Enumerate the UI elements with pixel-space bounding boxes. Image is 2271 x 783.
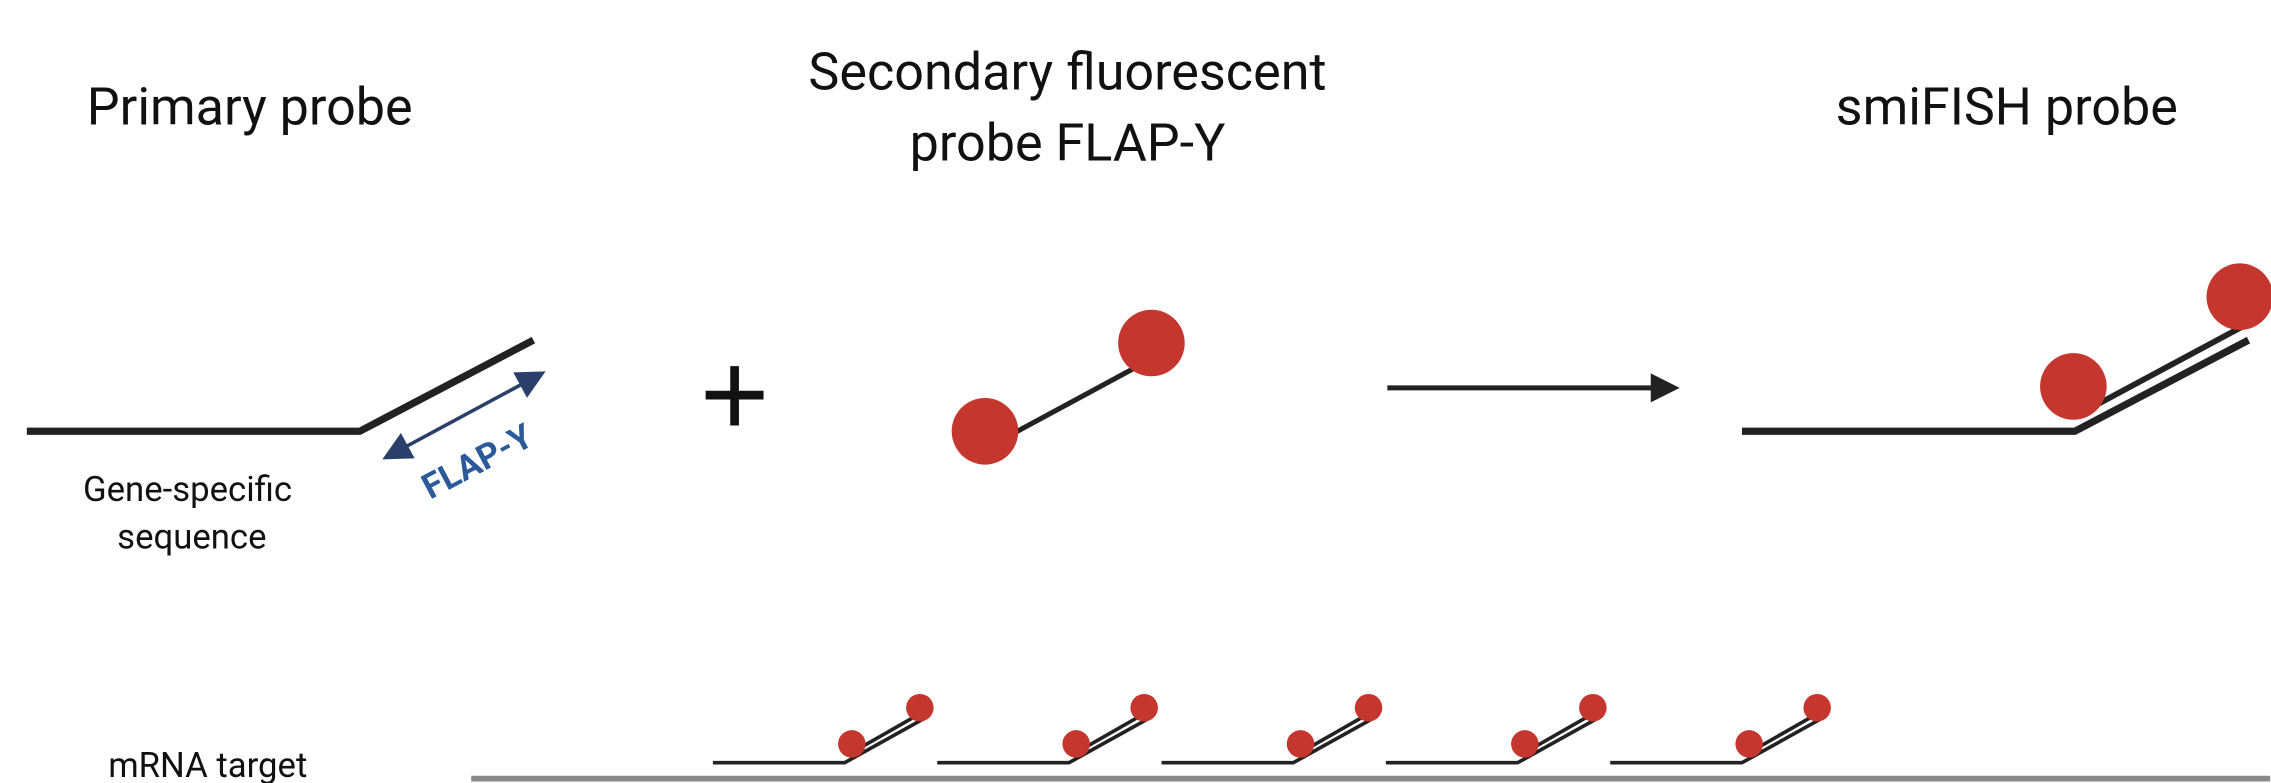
plus-sign [705,366,764,426]
flap-arrow [382,371,546,460]
title-secondary: probe FLAP-Y [910,113,1226,174]
reaction-arrow [1387,373,1680,403]
title-smifish: smiFISH probe [1836,76,2178,137]
title-primary: Primary probe [87,76,413,137]
bound-probe [1608,692,1833,765]
primary-probe [26,336,536,435]
bound-probe [1159,692,1385,765]
secondary-probe [951,309,1185,465]
mrna-label: mRNA target [108,746,307,783]
bound-probe [935,692,1160,765]
bound-probe [1384,692,1609,765]
gene-label: Gene-specific [83,470,292,510]
smifish-probe [1741,263,2271,435]
title-secondary: Secondary fluorescent [808,42,1326,103]
bound-probe [711,692,936,765]
gene-label: sequence [117,518,266,558]
